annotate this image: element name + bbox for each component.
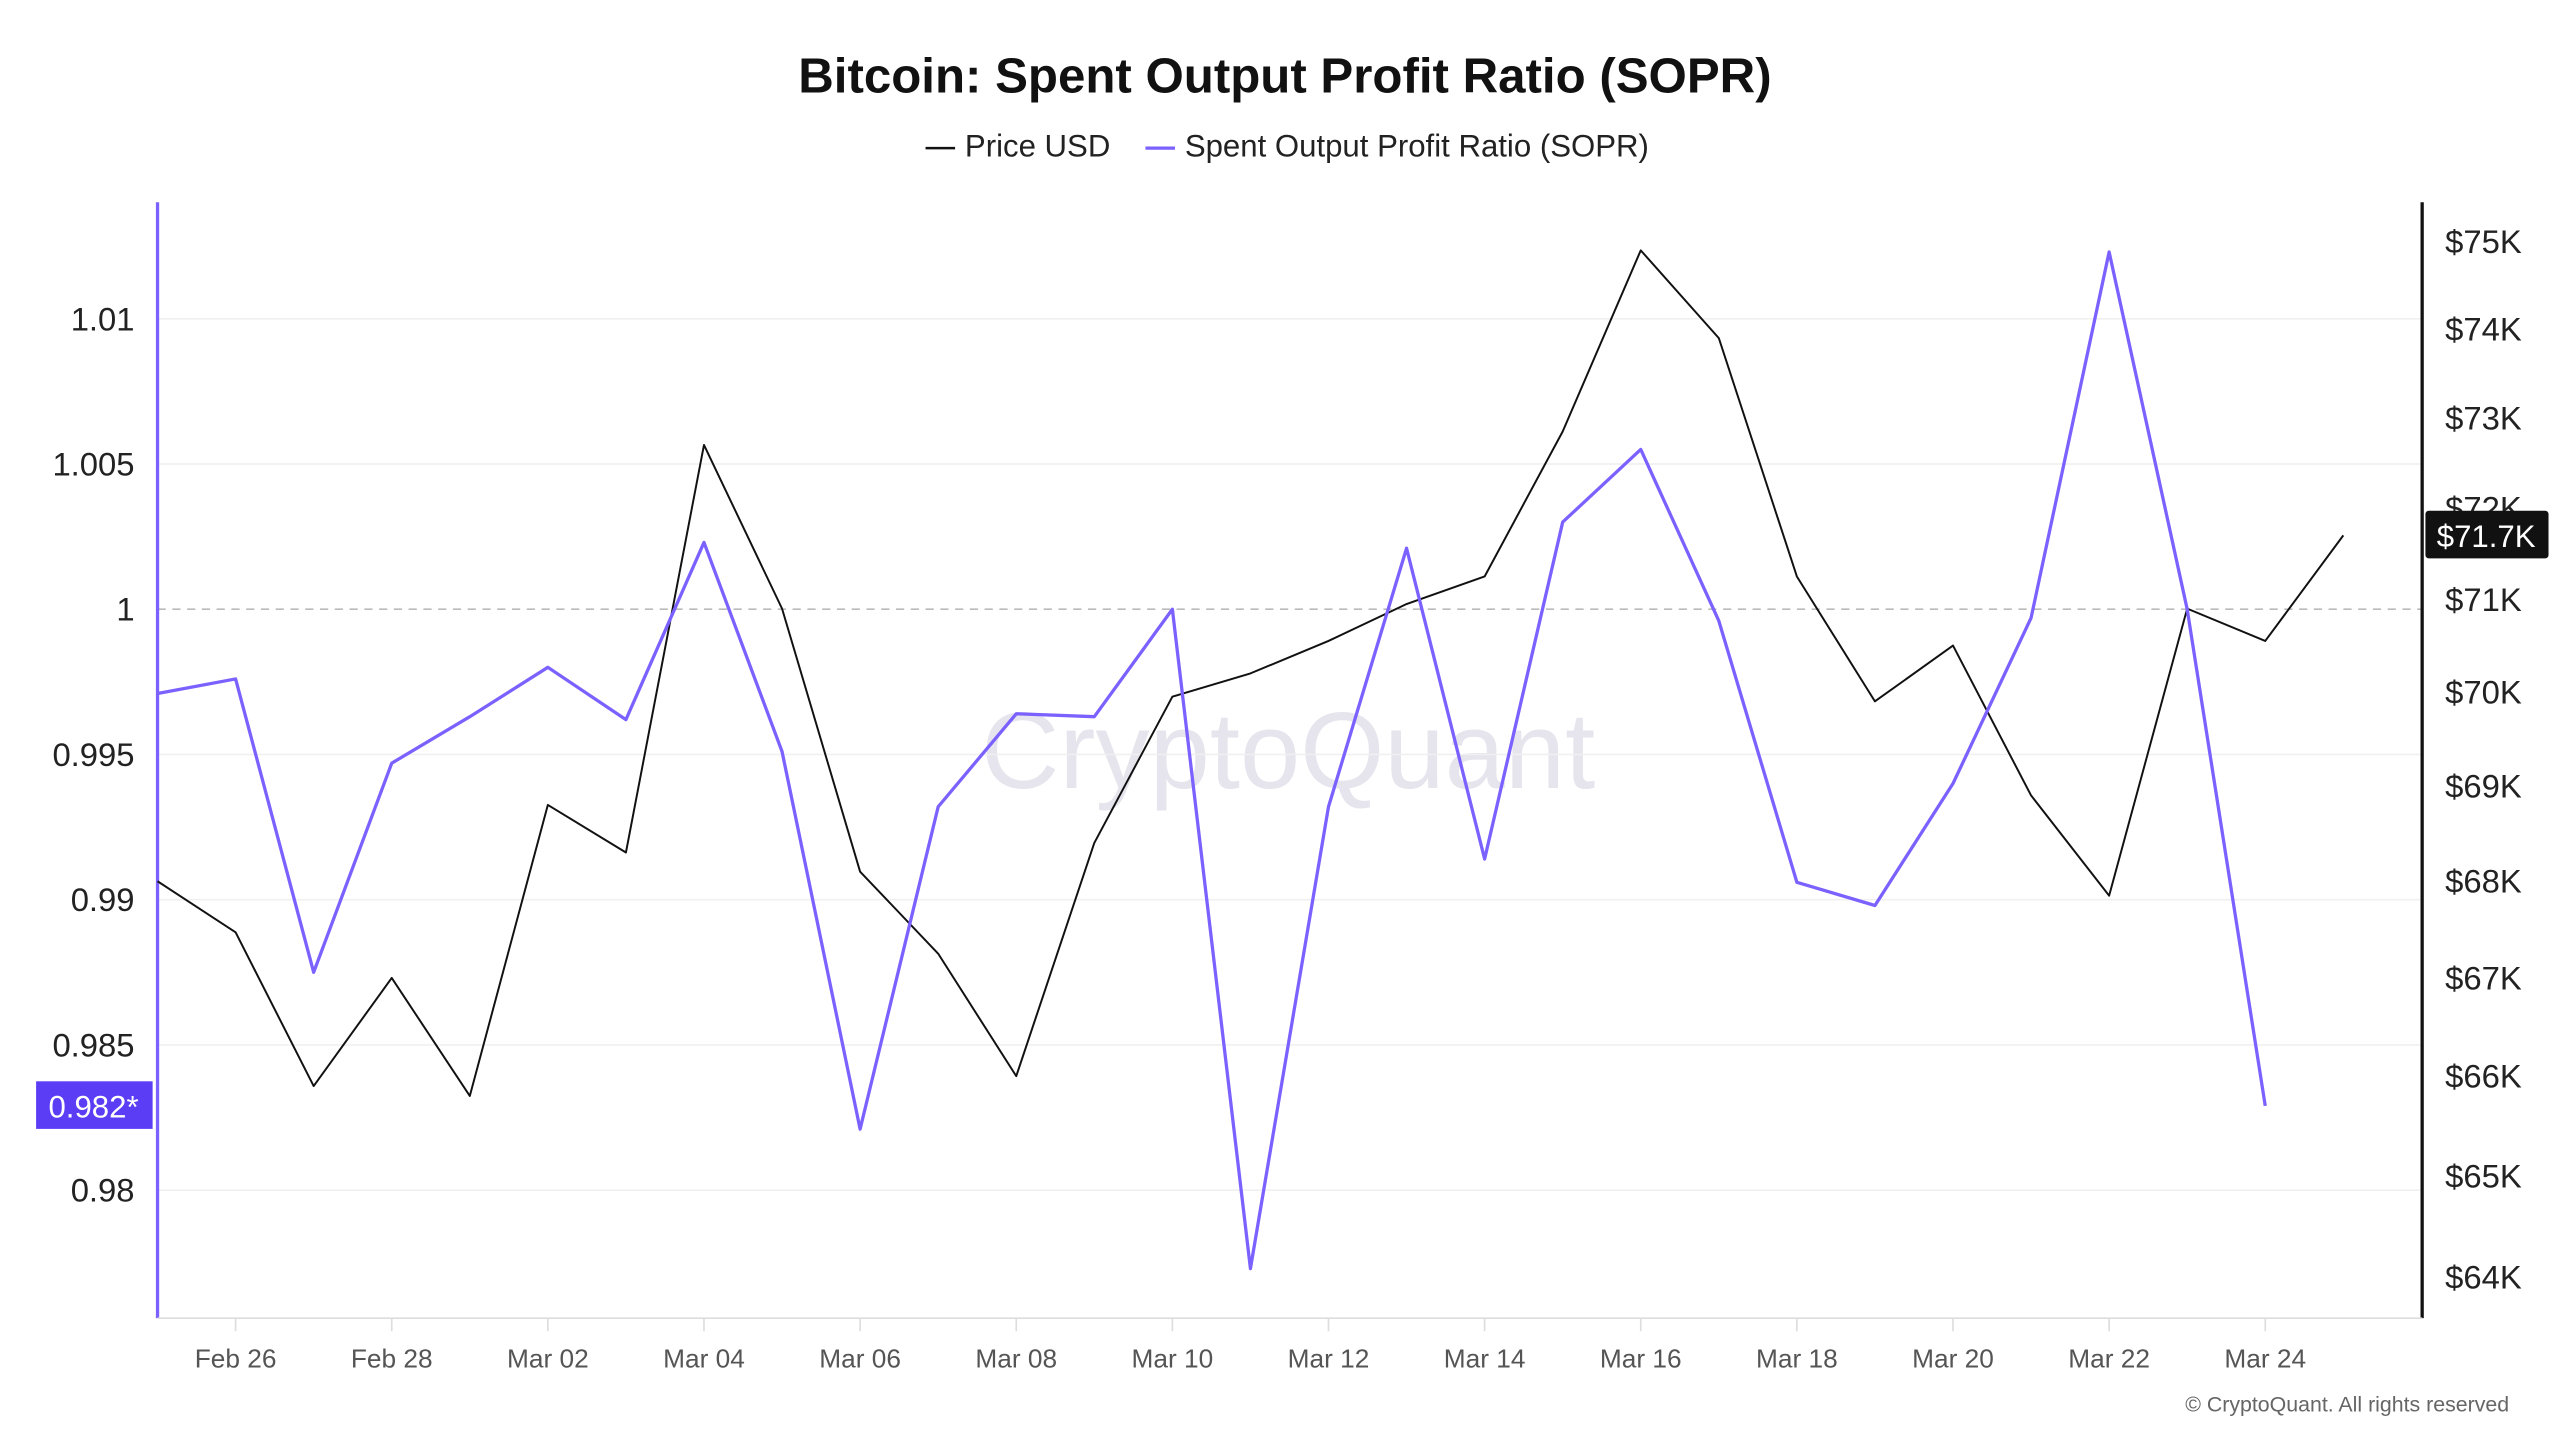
- x-tick-label: Feb 26: [195, 1343, 277, 1373]
- legend-label-sopr: Spent Output Profit Ratio (SOPR): [1185, 128, 1649, 163]
- x-tick-label: Mar 08: [975, 1343, 1057, 1373]
- y-left-tick-label: 0.98: [71, 1172, 135, 1209]
- legend: Price USD Spent Output Profit Ratio (SOP…: [925, 128, 1649, 163]
- x-tick-label: Mar 16: [1600, 1343, 1682, 1373]
- sopr-current-label: 0.982*: [48, 1089, 138, 1124]
- x-tick-label: Mar 04: [663, 1343, 745, 1373]
- y-right-tick-label: $74K: [2445, 311, 2522, 348]
- y-right-tick-label: $67K: [2445, 959, 2522, 996]
- y-right-tick-label: $75K: [2445, 223, 2522, 260]
- y-right-tick-label: $68K: [2445, 863, 2522, 900]
- x-tick-label: Mar 02: [507, 1343, 589, 1373]
- sopr-line: [157, 250, 2267, 1271]
- x-tick-label: Mar 14: [1444, 1343, 1526, 1373]
- watermark: CryptoQuant: [981, 690, 1595, 811]
- credit: © CryptoQuant. All rights reserved: [2185, 1393, 2509, 1417]
- price-current-label: $71.7K: [2437, 519, 2536, 554]
- x-tick-label: Mar 24: [2224, 1343, 2306, 1373]
- x-tick-label: Mar 22: [2068, 1343, 2150, 1373]
- y-left-tick-label: 1.01: [71, 300, 135, 337]
- legend-item-price[interactable]: Price USD: [925, 128, 1111, 163]
- y-right-tick-label: $64K: [2445, 1259, 2522, 1296]
- price-current-badge: [2425, 510, 2549, 559]
- sopr-current-badge: [36, 1081, 153, 1129]
- y-right-tick-label: $65K: [2445, 1157, 2522, 1194]
- legend-label-price: Price USD: [965, 128, 1110, 163]
- y-left-tick-label: 0.99: [71, 881, 135, 918]
- y-right-tick-label: $66K: [2445, 1058, 2522, 1095]
- y-right-tick-label: $69K: [2445, 767, 2522, 804]
- y-right-tick-label: $71K: [2445, 581, 2522, 618]
- y-left-tick-label: 0.985: [52, 1026, 134, 1063]
- x-tick-label: Feb 28: [351, 1343, 433, 1373]
- price-line: [156, 249, 2345, 1097]
- x-tick-label: Mar 06: [819, 1343, 901, 1373]
- x-tick-label: Mar 10: [1132, 1343, 1214, 1373]
- y-left-tick-label: 0.995: [52, 736, 134, 773]
- y-left-tick-label: 1: [116, 591, 134, 628]
- legend-item-sopr[interactable]: Spent Output Profit Ratio (SOPR): [1145, 128, 1649, 163]
- x-tick-label: Mar 12: [1288, 1343, 1370, 1373]
- y-left-tick-label: 1.005: [52, 445, 134, 482]
- y-right-tick-label: $70K: [2445, 674, 2522, 711]
- chart-title: Bitcoin: Spent Output Profit Ratio (SOPR…: [798, 48, 1771, 103]
- x-tick-label: Mar 20: [1912, 1343, 1994, 1373]
- x-tick-label: Mar 18: [1756, 1343, 1838, 1373]
- y-right-tick-label: $73K: [2445, 400, 2522, 437]
